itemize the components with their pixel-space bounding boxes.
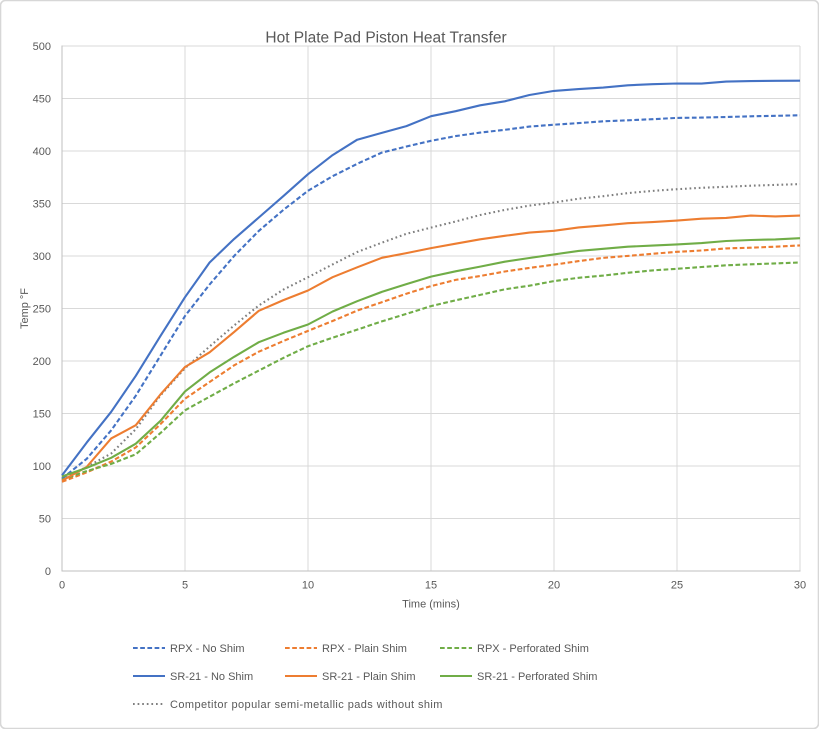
svg-text:50: 50 [39, 514, 51, 526]
svg-text:350: 350 [33, 199, 51, 211]
svg-text:100: 100 [33, 461, 51, 473]
svg-text:0: 0 [45, 566, 51, 578]
svg-text:Time (mins): Time (mins) [402, 599, 460, 611]
svg-text:RPX - Perforated Shim: RPX - Perforated Shim [477, 643, 589, 655]
svg-text:25: 25 [671, 580, 683, 592]
svg-text:SR-21 - No Shim: SR-21 - No Shim [170, 671, 253, 683]
svg-text:SR-21 - Perforated Shim: SR-21 - Perforated Shim [477, 671, 597, 683]
svg-text:RPX - No Shim: RPX - No Shim [170, 643, 245, 655]
svg-text:Hot Plate Pad Piston Heat Tran: Hot Plate Pad Piston Heat Transfer [265, 30, 506, 47]
svg-text:450: 450 [33, 94, 51, 106]
svg-text:20: 20 [548, 580, 560, 592]
svg-text:10: 10 [302, 580, 314, 592]
svg-text:150: 150 [33, 409, 51, 421]
svg-text:Temp °F: Temp °F [19, 288, 31, 329]
svg-text:SR-21 - Plain Shim: SR-21 - Plain Shim [322, 671, 416, 683]
svg-text:Competitor popular semi-metall: Competitor popular semi-metallic pads wi… [170, 699, 443, 711]
svg-text:250: 250 [33, 304, 51, 316]
svg-text:15: 15 [425, 580, 437, 592]
svg-text:30: 30 [794, 580, 806, 592]
svg-text:RPX - Plain Shim: RPX - Plain Shim [322, 643, 407, 655]
svg-text:500: 500 [33, 41, 51, 53]
svg-text:200: 200 [33, 356, 51, 368]
svg-text:400: 400 [33, 146, 51, 158]
svg-text:5: 5 [182, 580, 188, 592]
svg-text:300: 300 [33, 251, 51, 263]
svg-text:0: 0 [59, 580, 65, 592]
